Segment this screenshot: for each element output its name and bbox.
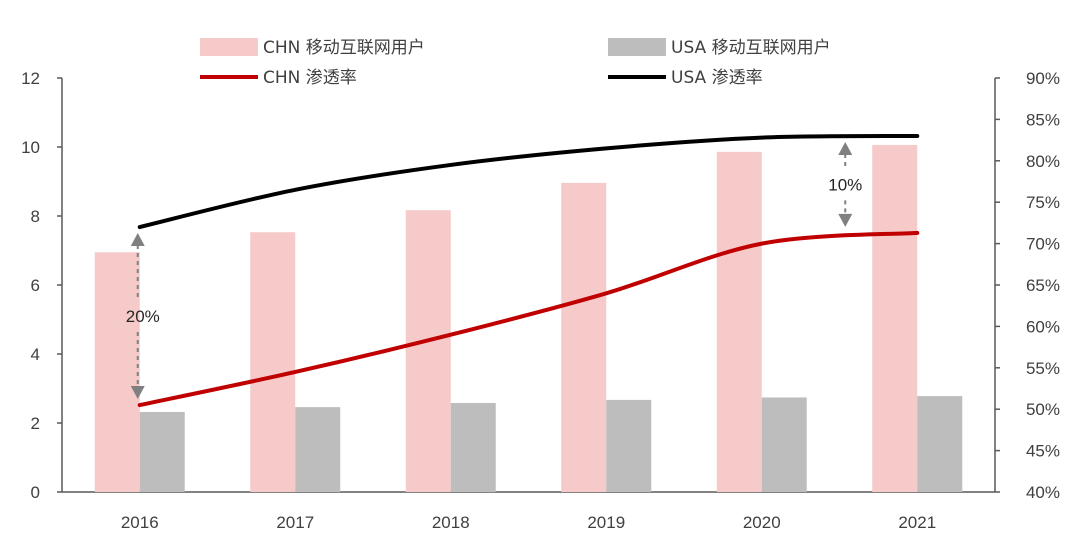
- y-tick-label: 10: [21, 138, 40, 157]
- line-usa-penetration: [137, 133, 920, 230]
- bar-chn: [250, 232, 296, 492]
- y2-tick-label: 75%: [1026, 193, 1060, 212]
- y2-tick-label: 70%: [1026, 235, 1060, 254]
- bar-usa: [295, 407, 341, 492]
- legend-swatch: [200, 38, 258, 56]
- annotation-label: 10%: [828, 175, 862, 194]
- legend-swatch: [608, 38, 666, 56]
- y-tick-label: 8: [31, 207, 40, 226]
- annotation-label: 20%: [126, 307, 160, 326]
- y-tick-label: 2: [31, 414, 40, 433]
- legend: CHN 移动互联网用户 USA 移动互联网用户 CHN 渗透率 USA 渗透率: [200, 38, 831, 88]
- y2-tick-label: 80%: [1026, 152, 1060, 171]
- annotation-arrow-down: [838, 213, 853, 227]
- bar-usa: [606, 399, 652, 492]
- legend-label: USA 移动互联网用户: [671, 38, 831, 58]
- y2-tick-label: 55%: [1026, 359, 1060, 378]
- bar-usa: [450, 402, 496, 492]
- x-tick-label: 2021: [898, 513, 936, 532]
- bar-chn: [872, 144, 918, 492]
- bar-chn: [405, 210, 451, 492]
- bar-usa: [917, 396, 963, 492]
- y2-tick-label: 60%: [1026, 317, 1060, 336]
- y-tick-label: 4: [31, 345, 40, 364]
- x-tick-label: 2019: [587, 513, 625, 532]
- annotation-arrow-up: [130, 233, 145, 247]
- bar-chn: [716, 151, 762, 492]
- y2-tick-label: 40%: [1026, 483, 1060, 502]
- lines: [137, 133, 920, 408]
- legend-label: CHN 移动互联网用户: [263, 38, 425, 58]
- annotations: 20% 10%: [126, 141, 862, 400]
- y-tick-label: 0: [31, 483, 40, 502]
- x-tick-label: 2018: [432, 513, 470, 532]
- annotation-arrow-down: [130, 386, 145, 400]
- annotation-arrow-up: [838, 141, 853, 155]
- y2-tick-label: 50%: [1026, 400, 1060, 419]
- y-tick-label: 12: [21, 69, 40, 88]
- y2-tick-label: 85%: [1026, 110, 1060, 129]
- legend-label: USA 渗透率: [671, 68, 763, 88]
- x-tick-label: 2017: [276, 513, 314, 532]
- legend-label: CHN 渗透率: [263, 68, 357, 88]
- bar-usa: [139, 411, 185, 492]
- axes: 0 2 4 6 8 10 12 40% 45% 50% 55% 60% 65% 70% 75% 80% 85% 9…: [21, 69, 1060, 532]
- bars: [94, 144, 963, 492]
- y2-tick-label: 65%: [1026, 276, 1060, 295]
- bar-usa: [761, 397, 807, 492]
- y2-tick-label: 90%: [1026, 69, 1060, 88]
- y-tick-label: 6: [31, 276, 40, 295]
- bar-chn: [561, 182, 607, 492]
- bar-chn: [94, 252, 140, 492]
- y2-tick-label: 45%: [1026, 442, 1060, 461]
- x-tick-label: 2016: [121, 513, 159, 532]
- line-chn-penetration: [137, 230, 920, 408]
- x-tick-label: 2020: [743, 513, 781, 532]
